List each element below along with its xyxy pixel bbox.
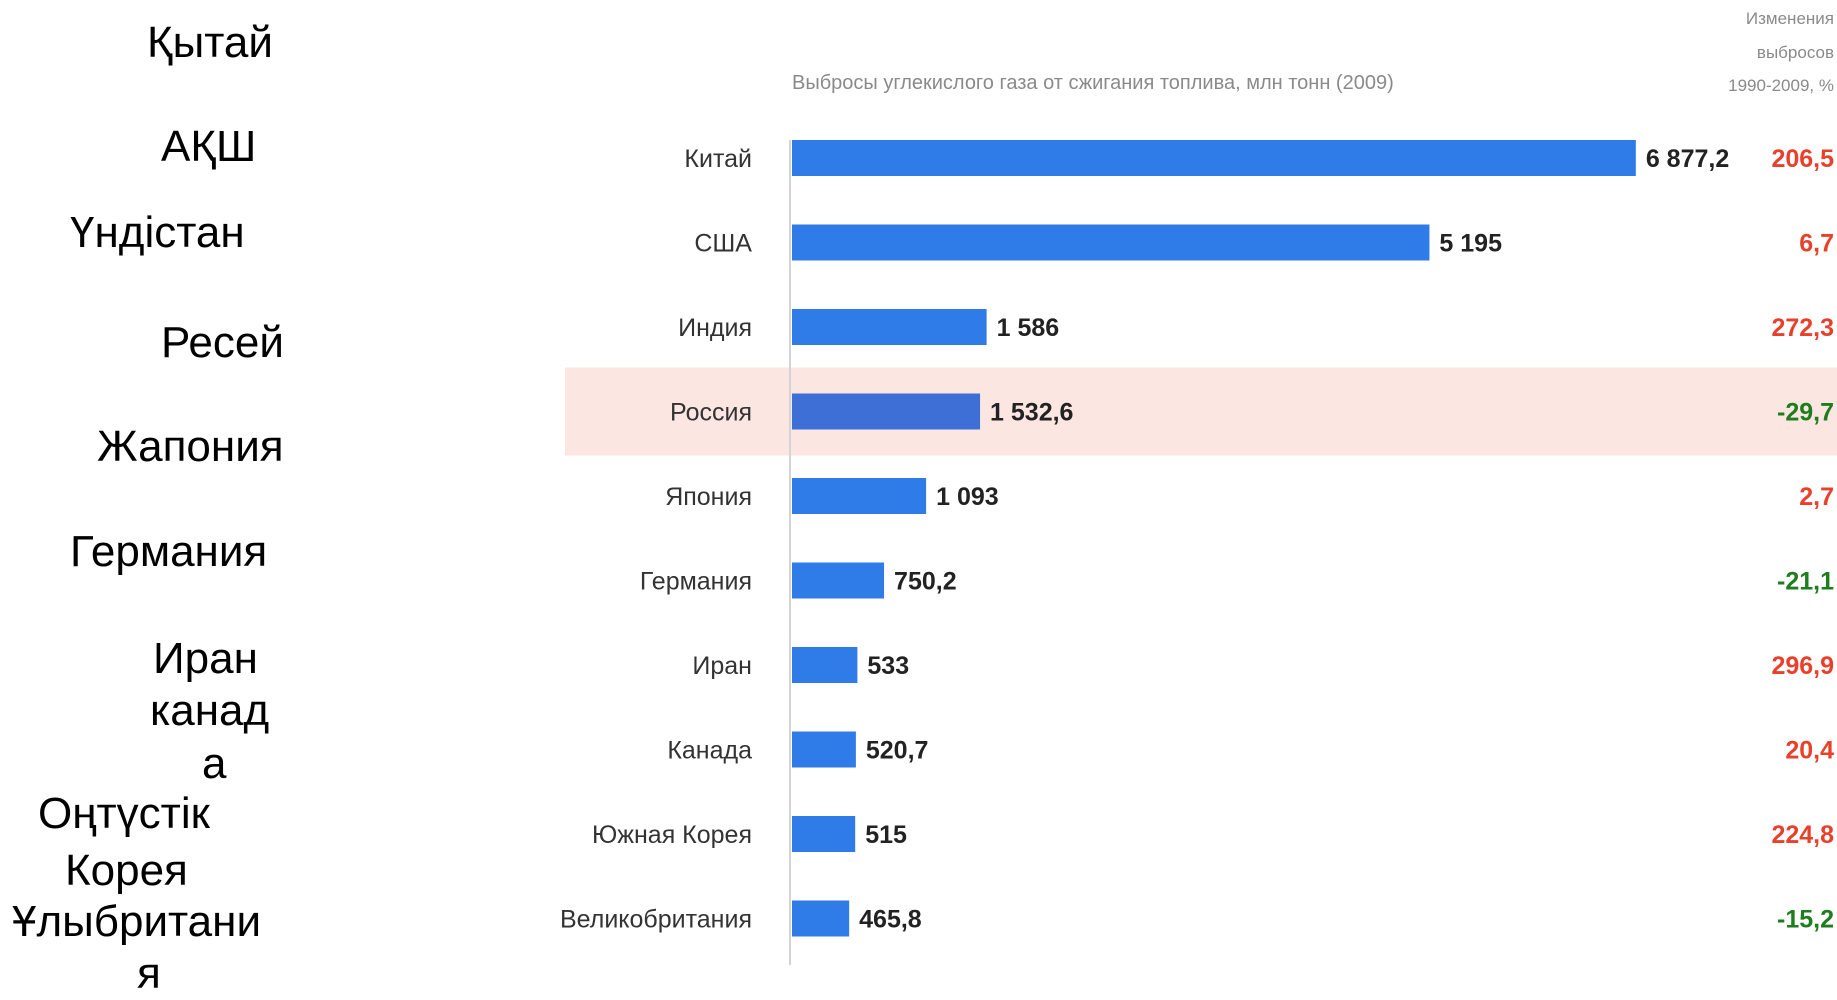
- change-label: -29,7: [1777, 399, 1834, 427]
- change-header-line1: Изменения: [1746, 9, 1834, 28]
- chart-subtitle: Выбросы углекислого газа от сжигания топ…: [792, 72, 1394, 94]
- bar: [792, 731, 856, 768]
- change-label: 2,7: [1799, 483, 1834, 511]
- kazakh-label-uk-part2: я: [137, 949, 161, 998]
- bar-rows: Китай 6 877,2 206,5 США 5 195 6,7 Индия 1 586 27…: [560, 140, 1834, 937]
- kazakh-label-china: Қытай: [147, 18, 273, 67]
- change-label: 6,7: [1799, 230, 1834, 258]
- change-label: 272,3: [1771, 314, 1834, 342]
- bar: [792, 647, 858, 683]
- value-label: 515: [865, 821, 907, 849]
- value-label: 750,2: [894, 568, 957, 596]
- change-label: 206,5: [1771, 145, 1834, 173]
- bar: [792, 900, 850, 937]
- category-label: Россия: [670, 399, 752, 427]
- value-label: 1 093: [936, 483, 999, 511]
- kazakh-label-south-korea-part1: Оңтүстік: [38, 789, 210, 838]
- category-label: Иран: [692, 652, 752, 680]
- category-label: Канада: [667, 737, 752, 765]
- category-label: Великобритания: [560, 906, 752, 934]
- change-header-line2: выбросов: [1757, 43, 1834, 62]
- kazakh-label-japan: Жапония: [97, 422, 284, 471]
- value-label: 465,8: [859, 906, 922, 934]
- change-header-line3: 1990-2009, %: [1728, 76, 1834, 95]
- kazakh-label-uk-part1: Ұлыбритани: [12, 897, 262, 946]
- change-label: 224,8: [1771, 821, 1834, 849]
- kazakh-label-germany: Германия: [70, 527, 268, 576]
- value-label: 520,7: [866, 737, 929, 765]
- value-label: 6 877,2: [1646, 145, 1729, 173]
- kazakh-label-canada-part1: канад: [150, 686, 270, 735]
- category-label: Индия: [678, 314, 752, 342]
- category-label: Германия: [640, 568, 752, 596]
- value-label: 1 586: [997, 314, 1060, 342]
- category-label: Япония: [665, 483, 752, 511]
- kazakh-label-russia: Ресей: [161, 318, 284, 367]
- change-label: -15,2: [1777, 906, 1834, 934]
- value-label: 1 532,6: [990, 399, 1073, 427]
- bar: [792, 816, 856, 852]
- bar: [792, 224, 1430, 261]
- bar: [792, 562, 885, 599]
- change-label: 296,9: [1771, 652, 1834, 680]
- kazakh-label-usa: АҚШ: [161, 122, 257, 171]
- change-label: -21,1: [1777, 568, 1834, 596]
- bar: [792, 309, 987, 345]
- bar: [792, 140, 1636, 176]
- kazakh-label-canada-part2: а: [202, 739, 227, 788]
- category-label: Южная Корея: [592, 821, 752, 849]
- kazakh-label-south-korea-part2: Корея: [65, 846, 188, 895]
- change-label: 20,4: [1785, 737, 1834, 765]
- value-label: 533: [867, 652, 909, 680]
- bar: [792, 393, 981, 430]
- value-label: 5 195: [1439, 230, 1502, 258]
- highlight-band: [565, 367, 1837, 456]
- kazakh-label-india: Үндістан: [70, 208, 245, 257]
- kazakh-label-iran: Иран: [153, 634, 258, 683]
- category-label: Китай: [684, 145, 752, 173]
- category-label: США: [694, 230, 752, 258]
- bar: [792, 478, 927, 514]
